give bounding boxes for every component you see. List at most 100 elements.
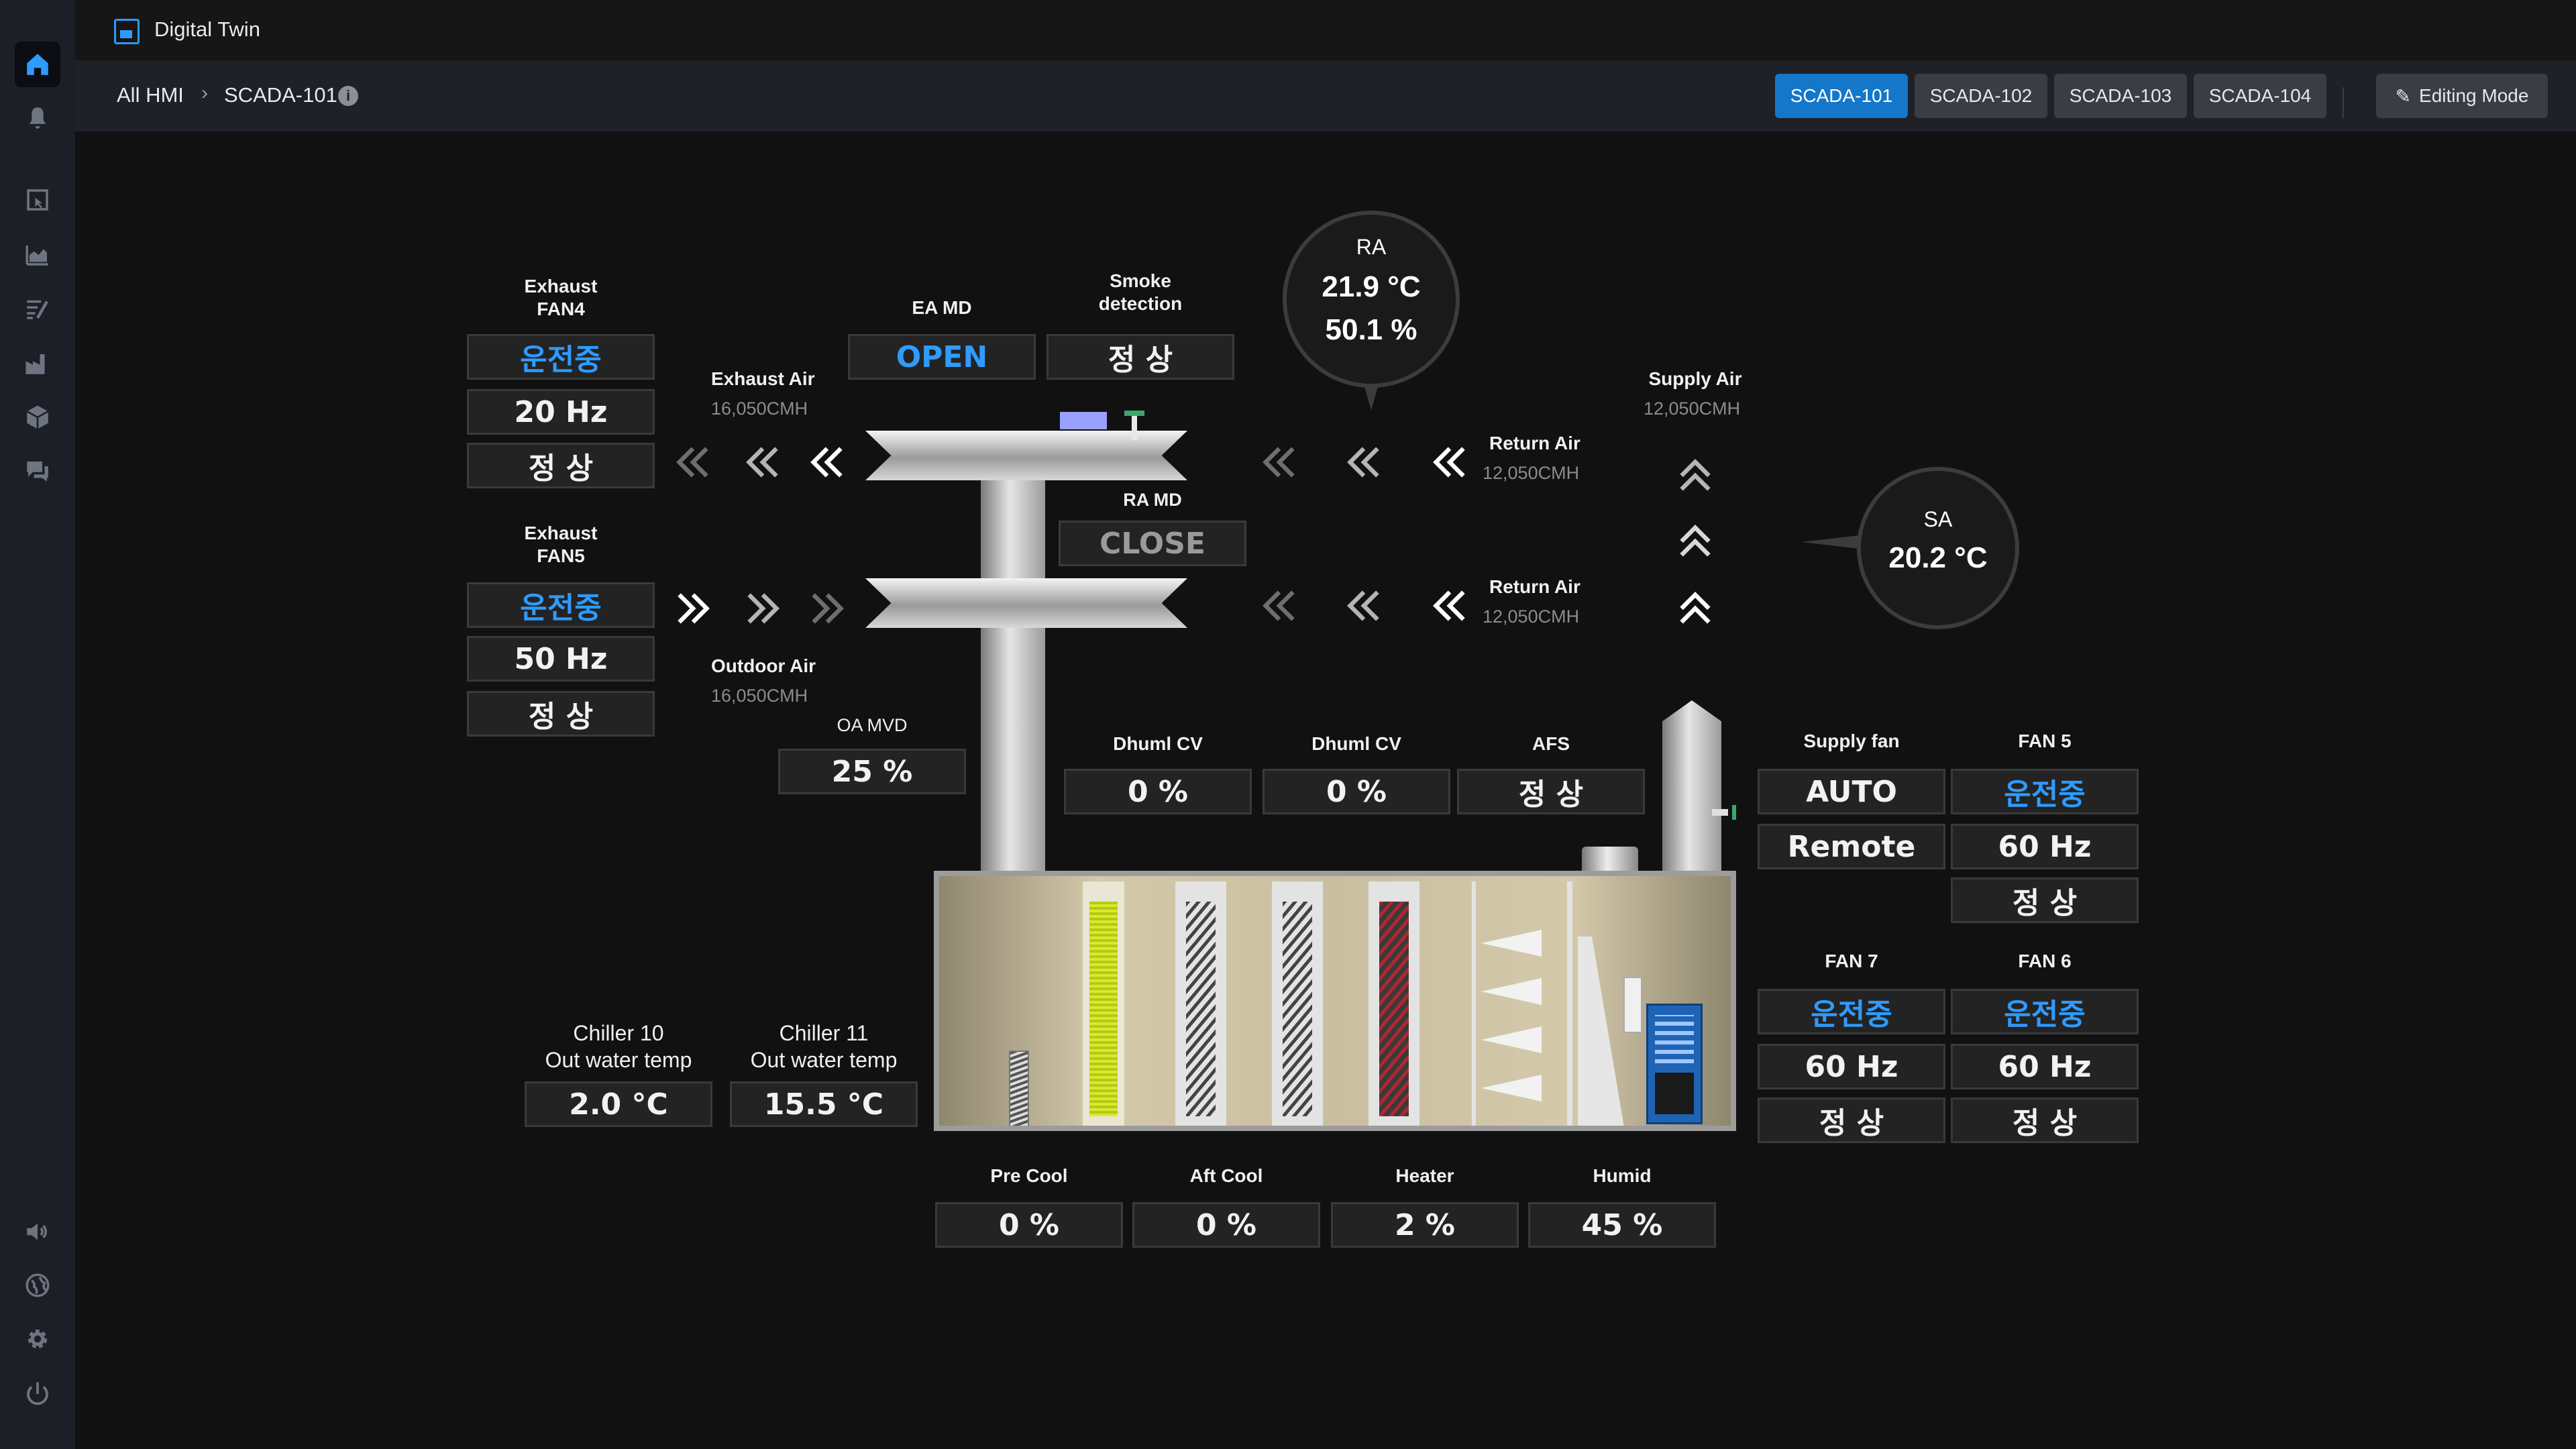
exhaust-fan4-freq: 20 Hz bbox=[467, 389, 655, 435]
bell-icon[interactable] bbox=[15, 95, 60, 141]
tab-scada-104[interactable]: SCADA-104 bbox=[2194, 74, 2326, 118]
return-air-2-flow: 12,050CMH bbox=[1483, 606, 1580, 627]
return-flow-chevron-5 bbox=[1340, 582, 1387, 629]
smoke-detection-label: Smoke detection bbox=[1098, 270, 1183, 314]
return-flow-chevron-6 bbox=[1426, 582, 1473, 629]
supply-air-label: Supply Air bbox=[1648, 368, 1742, 389]
fan7-freq: 60 Hz bbox=[1758, 1044, 1945, 1089]
exhaust-air-flow: 16,050CMH bbox=[711, 398, 808, 419]
dhuml-cv-2-label: Dhuml CV bbox=[1311, 733, 1401, 754]
chevron-right-icon: › bbox=[201, 82, 208, 104]
fan6-label: FAN 6 bbox=[2018, 951, 2072, 971]
humidifier-divider bbox=[1472, 881, 1476, 1126]
toolbar-divider bbox=[2343, 87, 2344, 118]
report-icon[interactable] bbox=[15, 286, 60, 331]
ra-md-value: CLOSE bbox=[1059, 521, 1246, 566]
fan-section-divider bbox=[1567, 881, 1572, 1126]
chiller10-label: Chiller 10 Out water temp bbox=[545, 1021, 692, 1072]
dhuml-cv-1-value: 0 % bbox=[1064, 769, 1252, 814]
exhaust-fan4-state: 정 상 bbox=[467, 443, 655, 488]
afs-value: 정 상 bbox=[1457, 769, 1645, 814]
touch-panel-icon[interactable] bbox=[15, 177, 60, 223]
exhaust-flow-chevron-2 bbox=[739, 439, 786, 486]
ra-gauge: RA 21.9 °C 50.1 % bbox=[1283, 211, 1460, 388]
chat-icon[interactable] bbox=[15, 448, 60, 494]
gear-icon[interactable] bbox=[15, 1316, 60, 1362]
sa-pointer bbox=[1802, 535, 1860, 549]
return-flow-chevron-3 bbox=[1426, 439, 1473, 486]
fan7-state: 정 상 bbox=[1758, 1097, 1945, 1143]
editing-mode-label: Editing Mode bbox=[2419, 85, 2529, 106]
globe-icon[interactable] bbox=[15, 1263, 60, 1308]
info-icon[interactable]: i bbox=[338, 86, 358, 106]
heater-value: 2 % bbox=[1331, 1202, 1519, 1248]
app-title: Digital Twin bbox=[154, 17, 260, 41]
exhaust-fan4-title: Exhaust FAN4 bbox=[524, 276, 598, 319]
exhaust-fan5-status: 운전중 bbox=[467, 582, 655, 628]
filter-panel bbox=[1083, 881, 1124, 1126]
chiller11-label: Chiller 11 Out water temp bbox=[750, 1021, 898, 1072]
exhaust-fan5-state: 정 상 bbox=[467, 691, 655, 737]
dhuml-cv-2-value: 0 % bbox=[1263, 769, 1450, 814]
tab-scada-103[interactable]: SCADA-103 bbox=[2054, 74, 2187, 118]
fan7-label: FAN 7 bbox=[1825, 951, 1878, 971]
tab-scada-101[interactable]: SCADA-101 bbox=[1775, 74, 1908, 118]
chiller11-value: 15.5 °C bbox=[730, 1081, 918, 1127]
ea-md-value: OPEN bbox=[848, 334, 1036, 380]
return-air-2-label: Return Air bbox=[1489, 576, 1580, 597]
exhaust-fan4-status: 운전중 bbox=[467, 334, 655, 380]
humid-value: 45 % bbox=[1528, 1202, 1716, 1248]
supply-fan-control: Remote bbox=[1758, 824, 1945, 869]
pre-cool-coil bbox=[1175, 881, 1226, 1126]
title-bar: Digital Twin bbox=[75, 0, 2576, 62]
speaker-icon[interactable] bbox=[15, 1209, 60, 1254]
ahu-unit bbox=[934, 871, 1736, 1131]
supply-flow-chevron-2 bbox=[1672, 518, 1719, 565]
supply-sensor-icon bbox=[1712, 805, 1740, 820]
home-icon[interactable] bbox=[15, 42, 60, 87]
tab-scada-102[interactable]: SCADA-102 bbox=[1915, 74, 2047, 118]
fan-motor-icon bbox=[1623, 977, 1642, 1033]
outdoor-air-flow: 16,050CMH bbox=[711, 686, 808, 706]
heater-coil bbox=[1368, 881, 1419, 1126]
ra-pointer bbox=[1364, 386, 1378, 411]
supply-fan-label: Supply fan bbox=[1803, 731, 1900, 751]
factory-icon[interactable] bbox=[15, 341, 60, 386]
return-flow-chevron-2 bbox=[1340, 439, 1387, 486]
return-flow-chevron-4 bbox=[1256, 582, 1303, 629]
smoke-sensor-icon bbox=[1124, 411, 1144, 440]
breadcrumb-root[interactable]: All HMI bbox=[117, 83, 184, 107]
cube-icon[interactable] bbox=[15, 394, 60, 440]
sa-gauge: SA 20.2 °C bbox=[1857, 467, 2019, 629]
app-logo-icon bbox=[114, 19, 140, 44]
supply-duct bbox=[1662, 700, 1721, 875]
heater-label: Heater bbox=[1395, 1165, 1454, 1186]
afs-label: AFS bbox=[1532, 733, 1570, 754]
area-chart-icon[interactable] bbox=[15, 232, 60, 278]
fan5-state: 정 상 bbox=[1951, 877, 2139, 923]
editing-mode-button[interactable]: ✎ Editing Mode bbox=[2376, 74, 2548, 118]
breadcrumb-current: SCADA-101 bbox=[224, 83, 337, 107]
pre-filter-icon bbox=[1009, 1051, 1029, 1126]
chiller10-value: 2.0 °C bbox=[525, 1081, 712, 1127]
exhaust-flow-chevron-3 bbox=[804, 439, 851, 486]
outdoor-flow-chevron-2 bbox=[739, 585, 786, 632]
exhaust-fan5-freq: 50 Hz bbox=[467, 636, 655, 682]
fan7-status: 운전중 bbox=[1758, 989, 1945, 1034]
return-air-1-label: Return Air bbox=[1489, 433, 1580, 453]
oa-mvd-value: 25 % bbox=[778, 749, 966, 794]
power-icon[interactable] bbox=[15, 1371, 60, 1417]
outdoor-flow-chevron-1 bbox=[669, 585, 716, 632]
oa-mvd-label: OA MVD bbox=[837, 715, 908, 735]
ea-md-label: EA MD bbox=[912, 297, 972, 318]
fan6-freq: 60 Hz bbox=[1951, 1044, 2139, 1089]
exhaust-fan5-title: Exhaust FAN5 bbox=[524, 523, 598, 566]
fan5-status: 운전중 bbox=[1951, 769, 2139, 814]
smoke-detection-value: 정 상 bbox=[1046, 334, 1234, 380]
humidifier-spray-icon bbox=[1481, 930, 1555, 1104]
supply-flow-chevron-1 bbox=[1672, 452, 1719, 499]
vertical-duct bbox=[981, 476, 1045, 872]
fan5-freq: 60 Hz bbox=[1951, 824, 2139, 869]
humidifier-tank bbox=[1582, 847, 1638, 871]
pencil-icon: ✎ bbox=[2395, 85, 2412, 107]
